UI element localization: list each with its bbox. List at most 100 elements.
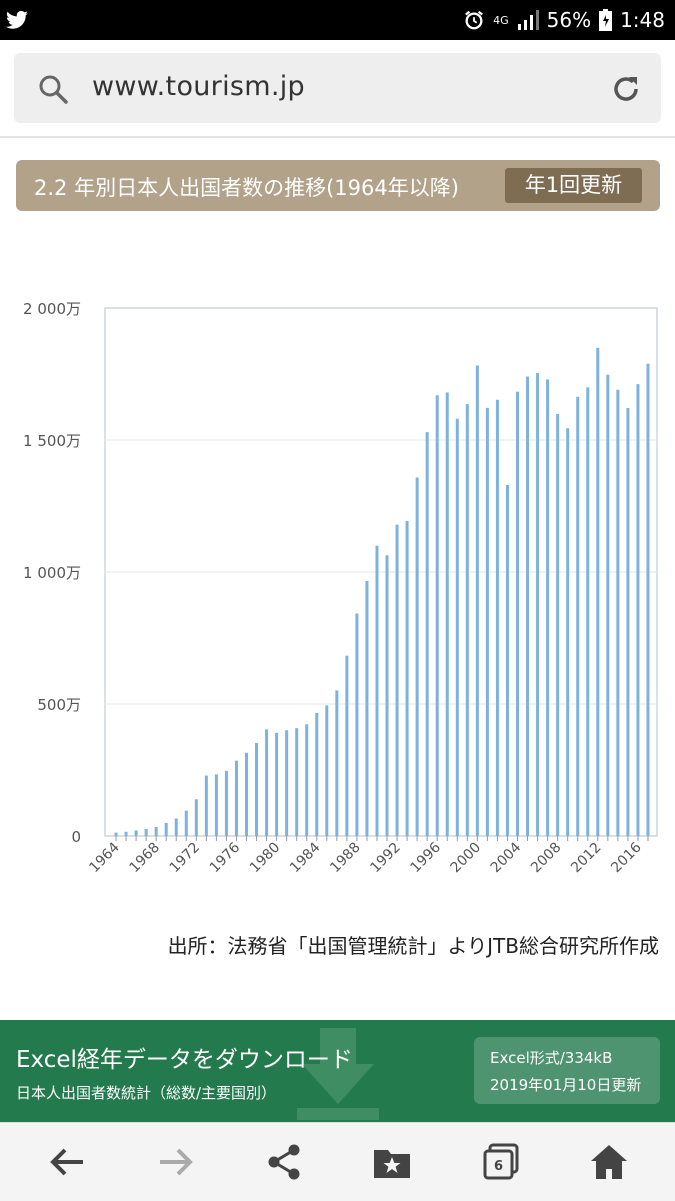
forward-arrow-icon[interactable] [156, 1142, 196, 1182]
x-tick-label: 1992 [367, 840, 404, 877]
bar [445, 392, 449, 836]
bar [505, 484, 509, 836]
bar [536, 373, 540, 836]
bar [616, 389, 620, 836]
back-arrow-icon[interactable] [47, 1142, 87, 1182]
home-icon[interactable] [589, 1142, 629, 1182]
file-format: Excel形式/334kB [490, 1049, 613, 1067]
x-tick-label: 1964 [86, 839, 123, 876]
tab-count: 6 [494, 1159, 503, 1174]
url-text[interactable]: www.tourism.jp [92, 71, 305, 102]
battery-icon [599, 9, 613, 31]
search-icon[interactable] [38, 74, 68, 104]
bar [315, 713, 319, 836]
address-bar[interactable]: www.tourism.jp [14, 53, 661, 123]
bar [184, 810, 188, 836]
x-tick-label: 1984 [287, 839, 324, 876]
bar [164, 822, 168, 836]
bar [275, 732, 279, 836]
bar [425, 432, 429, 836]
browser-bottom-nav: 6 [0, 1122, 675, 1201]
clock: 1:48 [620, 8, 665, 32]
source-note: 出所：法務省「出国管理統計」よりJTB総合研究所作成 [167, 934, 659, 958]
bar [154, 826, 158, 836]
bar [355, 613, 359, 836]
section-title: 2.2 年別日本人出国者数の推移(1964年以降) [34, 176, 459, 200]
y-tick-label: 500万 [37, 696, 81, 714]
bookmarks-icon[interactable] [372, 1142, 412, 1182]
bar [576, 396, 580, 836]
bar [485, 407, 489, 836]
bar [455, 418, 459, 836]
x-tick-label: 2000 [448, 840, 485, 877]
tabs-icon[interactable]: 6 [481, 1142, 521, 1182]
bar [415, 477, 419, 836]
reload-icon[interactable] [611, 74, 641, 104]
x-tick-label: 2004 [488, 839, 525, 876]
signal-icon [517, 10, 539, 30]
file-updated-date: 2019年01月10日更新 [490, 1076, 642, 1094]
x-tick-label: 1980 [247, 840, 284, 877]
bar [365, 580, 369, 836]
bar [475, 365, 479, 836]
x-tick-label: 1976 [207, 839, 244, 876]
bar [144, 828, 148, 836]
battery-percent: 56% [546, 8, 592, 32]
bar [305, 724, 309, 836]
bar [245, 752, 248, 836]
bar [636, 384, 640, 836]
update-frequency-badge: 年1回更新 [505, 168, 642, 203]
bar [495, 399, 499, 836]
share-icon[interactable] [264, 1142, 304, 1182]
status-bar: 4G 56% 1:48 [0, 0, 675, 40]
bar [265, 729, 269, 836]
download-icon [297, 1028, 379, 1120]
bar [255, 742, 259, 836]
bar [325, 705, 329, 836]
bar [526, 376, 530, 836]
bar [124, 831, 128, 836]
bar [345, 655, 349, 836]
bar [204, 775, 208, 836]
download-subtitle: 日本人出国者数統計（総数/主要国別） [16, 1084, 277, 1102]
x-tick-label: 1972 [167, 840, 204, 877]
bar [114, 832, 118, 836]
bar [385, 555, 389, 836]
x-tick-label: 2016 [608, 839, 645, 876]
browser-toolbar: www.tourism.jp [0, 40, 675, 138]
bar [586, 387, 590, 836]
x-tick-label: 1988 [327, 840, 364, 877]
file-info-box: Excel形式/334kB 2019年01月10日更新 [474, 1037, 660, 1104]
bar [295, 728, 299, 836]
bar [174, 818, 178, 836]
y-tick-label: 1 000万 [23, 564, 81, 582]
bar [375, 545, 379, 836]
bar [224, 770, 228, 836]
bar [606, 374, 610, 836]
download-title[interactable]: Excel経年データをダウンロード [16, 1047, 353, 1073]
bar [566, 428, 570, 836]
y-tick-label: 0 [71, 828, 81, 846]
bar [465, 404, 469, 836]
bar [516, 391, 519, 836]
bar [556, 413, 560, 836]
y-tick-label: 1 500万 [23, 432, 81, 450]
x-tick-label: 1996 [408, 839, 445, 876]
network-type: 4G [493, 13, 509, 27]
bar [234, 760, 238, 836]
x-tick-label: 2008 [528, 840, 565, 877]
bar [214, 774, 218, 836]
bar [646, 363, 650, 836]
excel-download-banner[interactable]: Excel経年データをダウンロード 日本人出国者数統計（総数/主要国別） Exc… [0, 1020, 675, 1122]
bar [546, 379, 550, 836]
bar [134, 830, 138, 836]
section-header: 2.2 年別日本人出国者数の推移(1964年以降) 年1回更新 [16, 160, 660, 211]
twitter-icon [6, 10, 28, 29]
bar [335, 690, 339, 836]
bar [285, 730, 289, 836]
x-tick-label: 1968 [126, 840, 163, 877]
x-tick-label: 2012 [568, 840, 605, 877]
y-tick-label: 2 000万 [23, 300, 81, 318]
bar [194, 799, 198, 836]
